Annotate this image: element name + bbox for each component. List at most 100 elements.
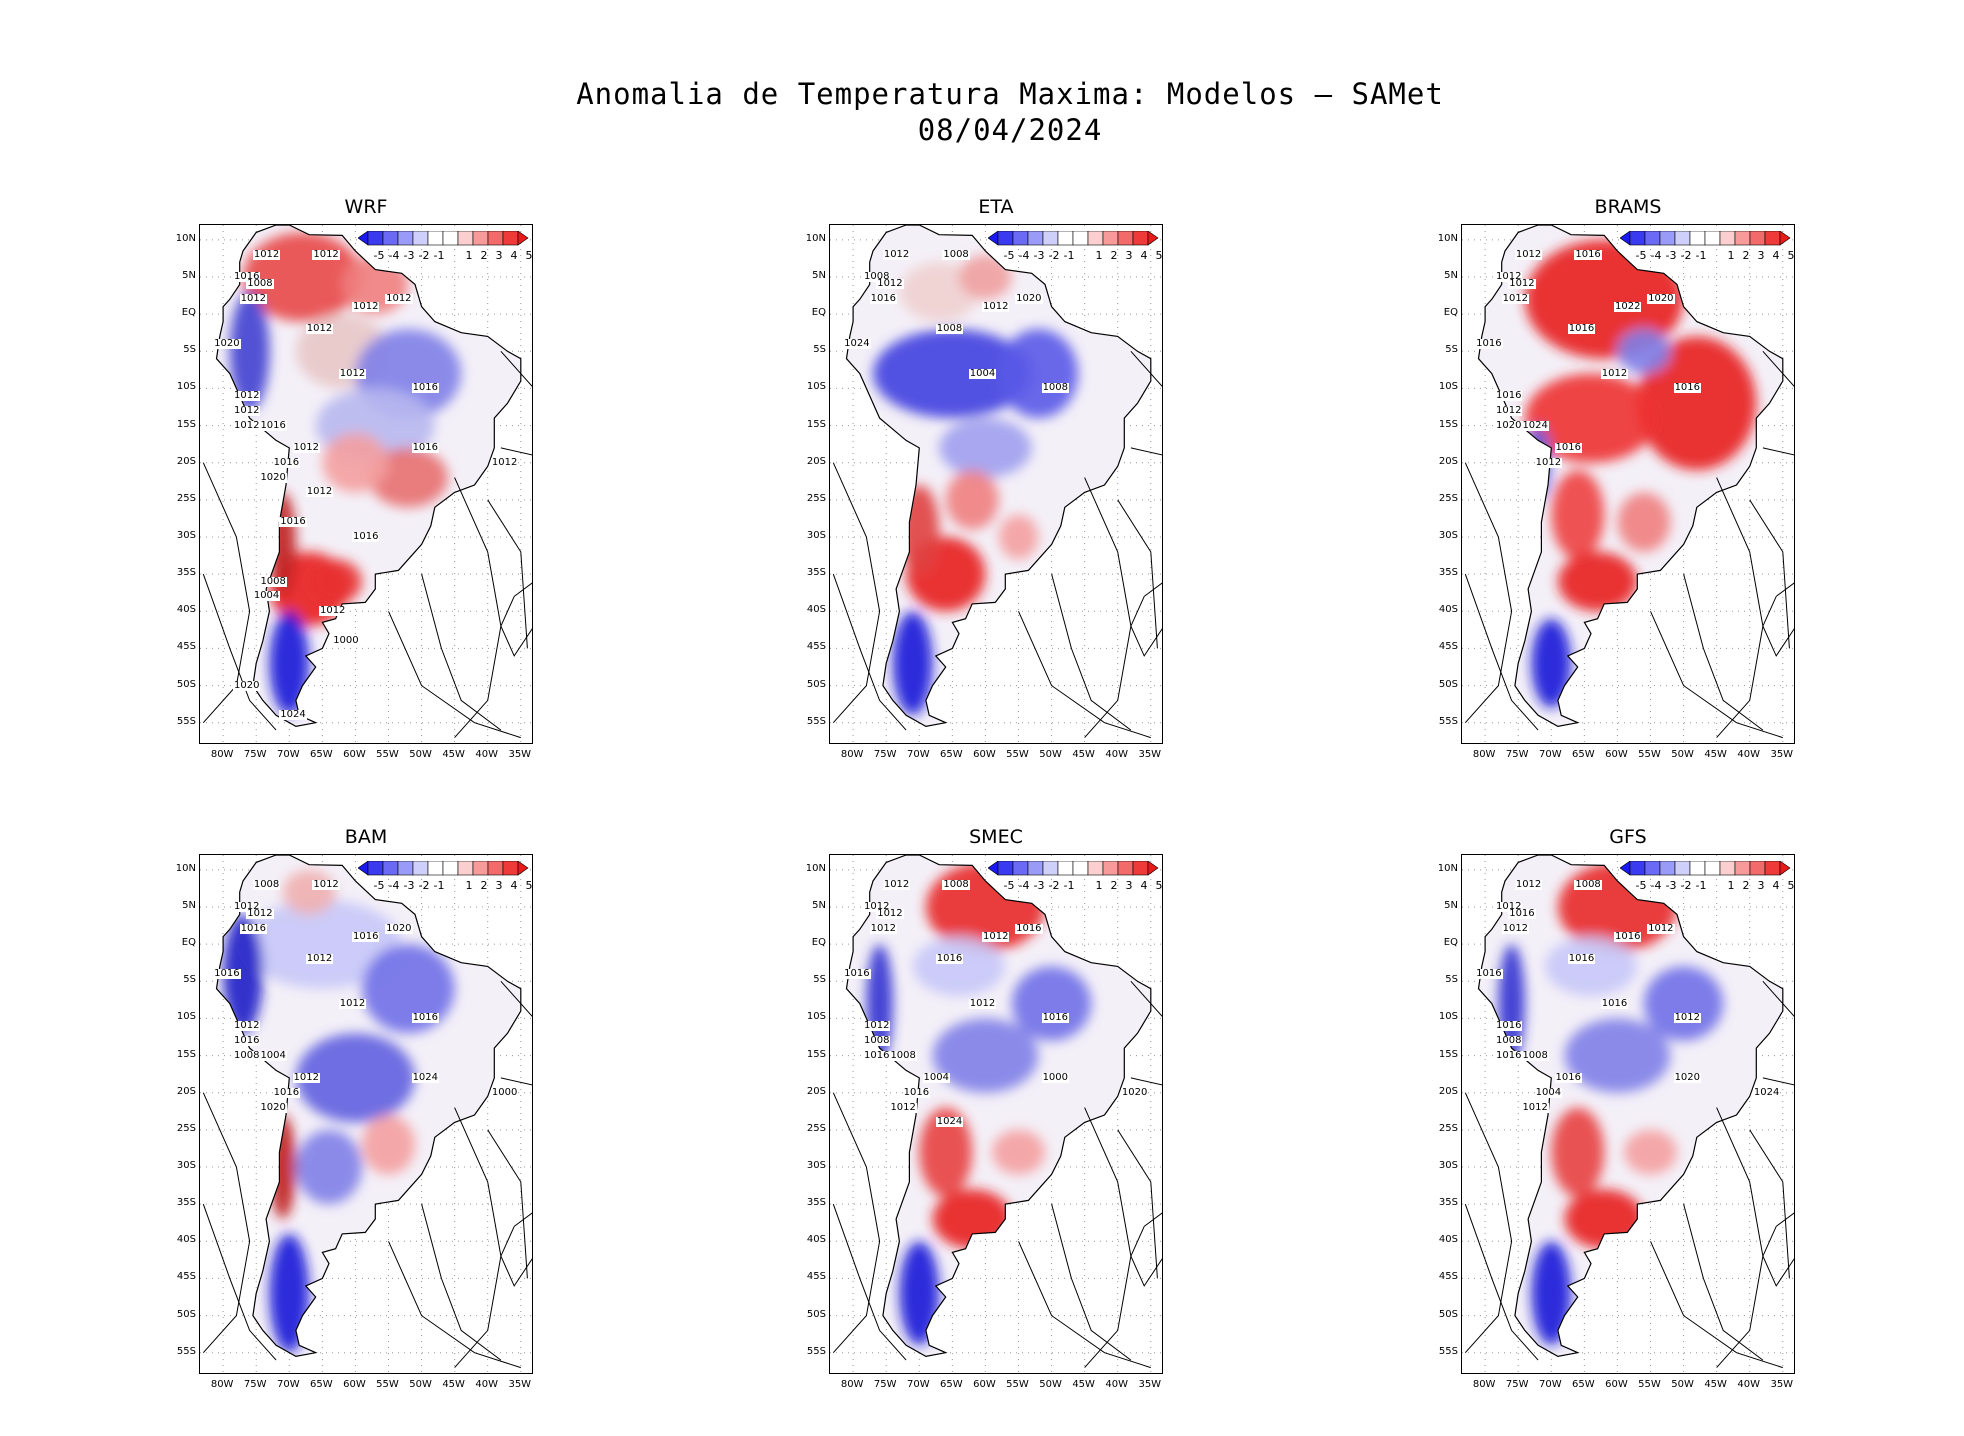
lat-tick-label: 25S (1438, 1122, 1458, 1134)
colorbar-swatch (1749, 861, 1766, 876)
colorbar-swatch (1734, 861, 1751, 876)
colorbar-swatch (1629, 861, 1646, 876)
lon-tick-label: 70W (906, 1379, 930, 1390)
colorbar-swatch (1620, 231, 1631, 246)
colorbar-label: -5 (373, 249, 385, 262)
lon-tick-label: 35W (1770, 749, 1794, 760)
lon-tick-label: 40W (1737, 749, 1760, 760)
colorbar-label: -4 (1650, 249, 1662, 262)
lat-tick-label: 10S (176, 381, 196, 393)
colorbar-swatch (382, 231, 399, 246)
isobar-label: 1016 (1494, 1019, 1523, 1031)
isobar-label: 1012 (1600, 367, 1629, 379)
colorbar-swatch (457, 231, 474, 246)
lat-tick-label: 40S (1438, 604, 1458, 616)
lon-tick-label: 50W (409, 749, 432, 760)
lat-tick-label: 20S (176, 1085, 196, 1097)
colorbar-label: 4 (1140, 249, 1148, 262)
isobar-label: 1008 (232, 1049, 261, 1061)
colorbar-label: -1 (1695, 879, 1707, 892)
lon-tick-label: 70W (276, 749, 300, 760)
colorbar-swatch (1659, 231, 1676, 246)
isobar-label: 1012 (876, 908, 904, 920)
isobar (1130, 980, 1162, 1017)
anomaly-blob (1643, 966, 1724, 1041)
isobar-label: 1020 (1494, 419, 1523, 431)
colorbar-swatch (382, 861, 399, 876)
colorbar-label: -3 (403, 879, 415, 892)
colorbar-swatch (427, 861, 444, 876)
anomaly-blob (945, 470, 999, 530)
colorbar-swatch (1659, 861, 1676, 876)
isobar-label: 1016 (259, 419, 287, 431)
isobar-label: 1012 (239, 293, 268, 305)
isobar-label: 1012 (232, 404, 261, 416)
isobar-label: 1008 (942, 878, 970, 890)
lat-tick-label: 20S (176, 455, 196, 467)
lon-tick-label: 65W (310, 1379, 333, 1390)
colorbar-swatch (1689, 231, 1706, 246)
colorbar-label: -2 (418, 879, 430, 892)
anomaly-blob (939, 418, 1032, 478)
lon-tick-label: 60W (1605, 749, 1628, 760)
colorbar-label: 5 (1787, 879, 1795, 892)
anomaly-blob (295, 1033, 415, 1123)
lat-tick-label: 30S (1438, 1160, 1458, 1171)
isobar (1130, 350, 1162, 387)
colorbar: -5 -4 -3 -2 -1 1 2 3 4 5 (988, 231, 1162, 262)
colorbar-swatch (1674, 861, 1691, 876)
panel-title: SMEC (969, 826, 1023, 848)
coastline (215, 855, 522, 1358)
lat-tick-label: 45S (1438, 1271, 1458, 1283)
isobar-label: 1016 (902, 1086, 931, 1098)
isobar-label: 1024 (843, 337, 871, 349)
colorbar-swatch (1087, 861, 1104, 876)
isobar-label: 1024 (935, 1116, 964, 1128)
isobar-label: 1008 (889, 1049, 917, 1061)
lon-tick-label: 75W (873, 1379, 897, 1390)
isobar (1117, 1129, 1158, 1279)
lat-tick-label: 40S (176, 1234, 196, 1246)
isobar-label: 1012 (862, 1019, 891, 1031)
isobar (1464, 462, 1513, 724)
colorbar-label: 4 (510, 249, 518, 262)
isobar-label: 1012 (292, 1071, 320, 1083)
isobar-label: 1016 (279, 516, 307, 528)
isobar-label: 1012 (352, 300, 380, 312)
colorbar: -5 -4 -3 -2 -1 1 2 3 4 5 (1620, 861, 1795, 892)
lat-tick-label: 5S (183, 974, 196, 986)
isobar-label: 1016 (213, 967, 241, 979)
lon-tick-label: 40W (1105, 749, 1128, 760)
isobar (421, 573, 502, 731)
lon-tick-label: 60W (1605, 1379, 1628, 1390)
lat-tick-label: 10S (1438, 381, 1458, 393)
colorbar-label: 1 (1727, 879, 1735, 892)
colorbar-swatch (988, 231, 999, 246)
isobar-label: 1008 (942, 248, 970, 260)
anomaly-blob (1524, 373, 1658, 463)
isobar-label: 1012 (305, 486, 334, 498)
anomaly-blob (919, 1107, 973, 1197)
lat-tick-label: 45S (176, 1271, 196, 1283)
isobar (388, 1241, 521, 1369)
lon-tick-label: 60W (973, 1379, 996, 1390)
figure-title: Anomalia de Temperatura Maxima: Modelos … (576, 77, 1444, 111)
map-area: 1012 1012 1016 1008 1012 1012 1012 1012 1020 1012… (199, 224, 533, 744)
colorbar-swatch (1719, 231, 1736, 246)
isobar (1762, 980, 1794, 1017)
isobar-label: 1016 (862, 1049, 891, 1061)
lat-tick-label: 40S (806, 604, 826, 616)
lon-tick-label: 65W (1572, 749, 1595, 760)
panel-title: BRAMS (1594, 196, 1662, 218)
colorbar-label: 2 (1110, 249, 1118, 262)
map-area: 1012 1008 1008 1012 1016 1008 1012 1020 1024 1004… (829, 224, 1163, 744)
colorbar-label: -5 (1003, 879, 1015, 892)
isobar-label: 1016 (232, 1034, 261, 1046)
colorbar-swatch (1117, 231, 1134, 246)
lon-tick-label: 65W (940, 1379, 963, 1390)
colorbar-swatch (1132, 231, 1149, 246)
lat-tick-label: 15S (176, 418, 196, 430)
isobar-label: 1008 (862, 1034, 891, 1046)
isobar-label: 1008 (935, 323, 964, 334)
isobar (1749, 499, 1790, 649)
